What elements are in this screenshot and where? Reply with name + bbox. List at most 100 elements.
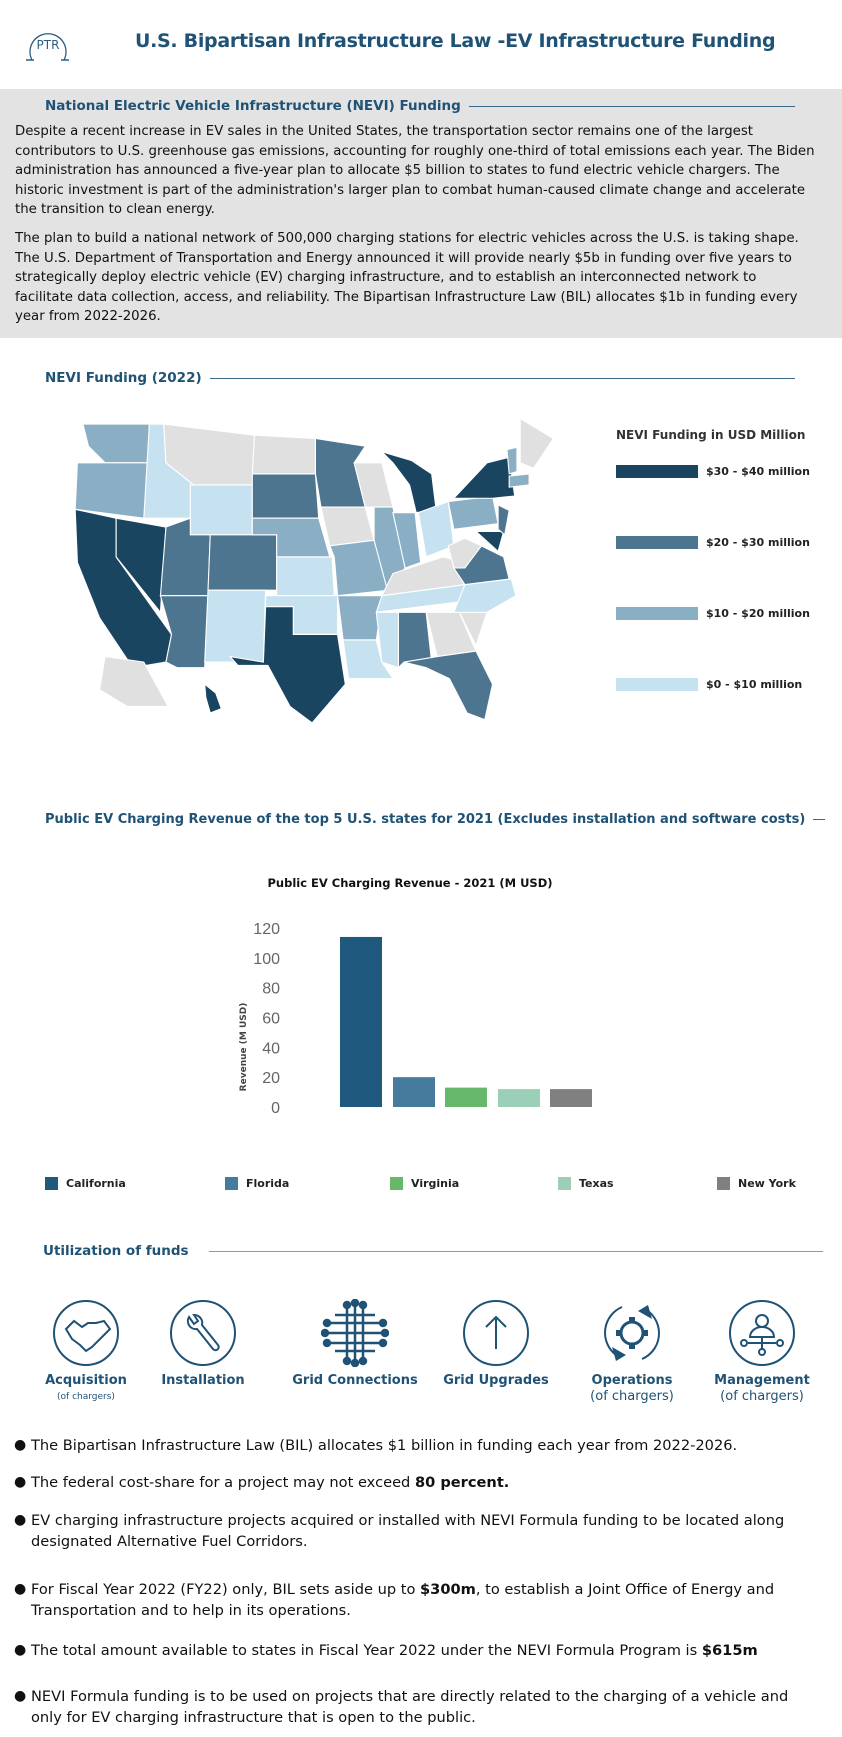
grid-connections-icon [320,1298,390,1368]
state-OR [74,462,150,519]
bullet-item: ● The total amount available to states in… [14,1640,814,1661]
bullet-text: NEVI Formula funding is to be used on pr… [31,1688,789,1726]
svg-text:PTR: PTR [37,38,60,52]
legend-label: $10 - $20 million [706,607,810,620]
utilization-title: Grid Upgrades [443,1373,549,1388]
bullet-dot: ● [14,1688,27,1704]
utilization-label: Acquisition (of chargers) [16,1373,156,1405]
legend-swatch [616,536,698,549]
bullet-dot: ● [14,1581,27,1597]
utilization-label: Installation [133,1373,273,1389]
utilization-title: Acquisition [45,1373,127,1388]
page-title: U.S. Bipartisan Infrastructure Law -EV I… [135,30,776,52]
revenue-heading: Public EV Charging Revenue of the top 5 … [45,812,825,827]
bullet-text: The total amount available to states in … [31,1642,758,1659]
state-MD [474,530,505,553]
state-TX [228,606,346,723]
y-axis-label: Revenue (M USD) [239,1003,249,1092]
state-WY [189,484,253,536]
state-MO [329,539,391,597]
bullet-dot: ● [14,1437,27,1453]
legend-label: $20 - $30 million [706,536,810,549]
map-legend-item: $20 - $30 million [616,536,810,549]
y-tick-label: 20 [262,1070,280,1087]
state-FL [403,650,494,721]
bullet-dot: ● [14,1512,27,1528]
intro-paragraph-1: Despite a recent increase in EV sales in… [15,124,815,218]
legend-swatch [390,1177,403,1190]
state-NY [452,456,516,499]
legend-label: New York [738,1177,796,1190]
y-tick-label: 80 [262,981,280,998]
chart-title: Public EV Charging Revenue - 2021 (M USD… [267,876,553,890]
utilization-label: Management (of chargers) [692,1373,832,1405]
bar-california [340,936,382,1107]
intro-heading: National Electric Vehicle Infrastructure… [45,98,795,114]
bullet-text: For Fiscal Year 2022 (FY22) only, BIL se… [31,1581,775,1619]
state-SD [251,473,320,519]
us-funding-map [74,417,555,723]
utilization-label: Operations (of chargers) [562,1373,702,1405]
gear-cycle-icon [598,1299,666,1367]
map-legend-item: $0 - $10 million [616,678,802,691]
bar-florida [393,1077,435,1107]
legend-swatch [225,1177,238,1190]
y-tick-label: 40 [262,1040,280,1057]
bullet-item: ● For Fiscal Year 2022 (FY22) only, BIL s… [14,1579,814,1621]
legend-label: Virginia [411,1177,460,1190]
legend-label: Texas [579,1177,614,1190]
state-NV [115,517,167,614]
chart-legend-item: California [45,1177,126,1190]
legend-swatch [558,1177,571,1190]
utilization-label: Grid Connections [285,1373,425,1389]
bullet-item: ● The Bipartisan Infrastructure Law (BIL)… [14,1435,814,1456]
legend-label: Florida [246,1177,290,1190]
bullet-dot: ● [14,1474,27,1490]
bullet-text: The federal cost-share for a project may… [31,1474,510,1491]
arrow-up-icon [462,1299,530,1367]
state-PA [447,495,499,530]
y-tick-label: 120 [253,921,280,938]
intro-section [0,89,842,338]
wrench-icon [169,1299,237,1367]
state-ND [251,434,316,475]
chart-legend-item: Texas [558,1177,614,1190]
bullet-item: ● The federal cost-share for a project ma… [14,1472,814,1493]
map-heading: NEVI Funding (2022) [45,370,795,386]
bullet-item: ● EV charging infrastructure projects acq… [14,1510,814,1552]
state-NJ [497,503,510,536]
state-HI [204,683,223,714]
state-IA [320,506,375,547]
legend-swatch [616,607,698,620]
utilization-title: Management [714,1373,810,1388]
chart-legend-item: Virginia [390,1177,459,1190]
state-CO [207,534,278,591]
state-KS [276,556,335,597]
y-tick-label: 60 [262,1011,280,1028]
utilization-subtitle: (of chargers) [57,1392,115,1402]
legend-swatch [616,465,698,478]
ptr-logo: PTR [22,22,78,68]
bar-virginia [445,1087,487,1107]
utilization-title: Grid Connections [292,1373,418,1388]
legend-label: $0 - $10 million [706,678,803,691]
y-tick-label: 100 [253,951,280,968]
legend-swatch [616,678,698,691]
intro-paragraph-2: The plan to build a national network of … [15,231,799,325]
bullet-dot: ● [14,1642,27,1658]
legend-label: California [66,1177,126,1190]
bullet-text: The Bipartisan Infrastructure Law (BIL) … [31,1437,738,1454]
legend-swatch [45,1177,58,1190]
bar-new-york [550,1089,592,1107]
state-AR [336,595,384,641]
bar-texas [498,1089,540,1107]
revenue-bar-chart: 0 20 40 60 80 100 120 Revenue (M USD) [239,921,592,1117]
y-tick-label: 0 [271,1100,280,1117]
state-VT [506,446,518,475]
handshake-icon [52,1299,120,1367]
utilization-heading: Utilization of funds [43,1243,823,1259]
state-NM [204,589,267,663]
state-LA [342,639,394,680]
map-legend-item: $10 - $20 million [616,607,810,620]
state-MA [508,473,530,488]
